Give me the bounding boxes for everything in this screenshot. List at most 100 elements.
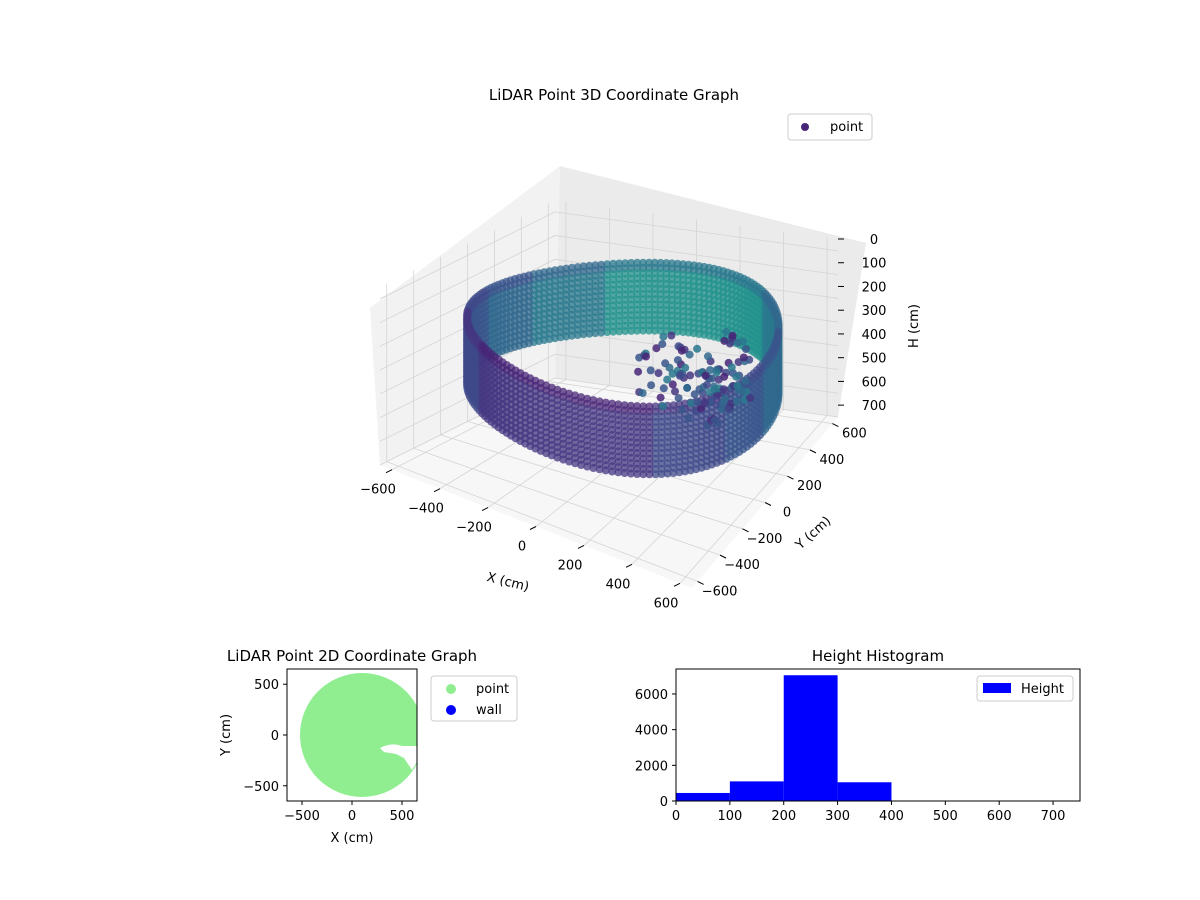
scan-point: [741, 376, 750, 385]
scan-point: [728, 331, 737, 340]
scan-point: [656, 393, 665, 402]
x-tick-label: 500: [933, 809, 958, 824]
scan-point: [577, 461, 586, 469]
scan-point: [639, 326, 648, 335]
x-tick-label: −400: [408, 502, 444, 517]
legend-label-wall: wall: [476, 703, 502, 718]
scan-point: [681, 363, 690, 372]
y-tick-label: −600: [702, 584, 738, 599]
scan-point: [739, 353, 748, 362]
scan-point: [725, 339, 734, 348]
x-tick-label: 300: [825, 809, 850, 824]
x-tick-mark: [673, 582, 681, 587]
scan-point: [669, 469, 678, 477]
legend-marker-point-2d: [446, 684, 456, 694]
histogram-bars: [676, 675, 892, 801]
scan-point: [724, 405, 732, 413]
scan-point: [663, 469, 672, 478]
y-tick-mark: [742, 528, 749, 533]
scan-point: [738, 337, 747, 346]
scan-point: [700, 398, 709, 407]
scan-point: [686, 371, 695, 380]
scan-point: [668, 380, 677, 389]
x-tick-label: 0: [672, 809, 680, 824]
scan-point: [650, 326, 659, 335]
histogram: Height Histogram 0 100 200 300 400 500 600 700 …: [635, 647, 1081, 824]
scan-point: [609, 327, 618, 336]
scan-point: [627, 326, 636, 335]
histogram-bar: [729, 781, 784, 801]
plot3d-legend-box: [787, 113, 873, 141]
scan-point: [638, 389, 647, 398]
x-tick-label: 0: [518, 540, 526, 555]
y-tick-label: 500: [254, 678, 279, 693]
z-tick-label: 700: [862, 399, 887, 414]
scan-point: [705, 388, 714, 397]
scan-point: [635, 353, 644, 362]
scan-point: [634, 367, 643, 376]
y-tick-mark: [832, 423, 839, 428]
scan-point: [675, 371, 684, 380]
z-tick-label: 100: [862, 257, 887, 272]
plot3d-x-ticks: −600 −400 −200 0 200 400 600: [360, 469, 681, 611]
y-tick-mark: [719, 554, 727, 559]
scan-point: [671, 387, 679, 396]
histogram-y-ticks: 0 2000 4000 6000: [635, 688, 676, 810]
scan-point: [732, 372, 741, 381]
plot-2d: LiDAR Point 2D Coordinate Graph −500 0 500…: [219, 647, 518, 846]
scan-point: [746, 394, 755, 403]
scan-point: [621, 327, 630, 336]
x-tick-label: 500: [390, 809, 415, 824]
z-tick-label: 600: [862, 375, 887, 390]
point-cloud: [463, 258, 783, 479]
plot2d-xlabel: X (cm): [331, 831, 374, 846]
plot3d-xlabel: X (cm): [485, 570, 530, 595]
z-tick-label: 0: [870, 233, 878, 248]
plot2d-ylabel: Y (cm): [219, 714, 234, 757]
scan-point: [663, 375, 672, 384]
scan-point: [658, 340, 667, 349]
plot2d-y-ticks: 500 0 −500: [243, 678, 287, 795]
x-tick-label: 400: [879, 809, 904, 824]
y-tick-mark: [764, 502, 772, 506]
scan-point: [718, 405, 726, 414]
histogram-legend: Height: [976, 675, 1074, 702]
scan-point: [734, 358, 743, 367]
scan-point: [647, 381, 656, 390]
y-tick-label: 200: [797, 479, 822, 494]
x-tick-mark: [433, 488, 441, 493]
scan-point: [591, 329, 600, 338]
x-tick-label: −600: [360, 483, 396, 498]
scan-point: [727, 363, 736, 372]
x-tick-mark: [625, 563, 633, 568]
z-tick-label: 500: [862, 352, 887, 367]
scan-point: [615, 327, 624, 336]
scan-point: [684, 414, 693, 423]
scan-point: [573, 331, 582, 339]
scan-point: [690, 390, 699, 399]
y-tick-label: 400: [820, 453, 845, 468]
scan-point: [673, 356, 682, 365]
x-tick-label: 600: [987, 809, 1012, 824]
scan-point: [603, 328, 612, 337]
scan-point: [571, 459, 580, 468]
scan-point: [665, 363, 674, 372]
scan-point: [654, 369, 663, 378]
scan-point: [659, 384, 668, 393]
y-tick-label: 2000: [635, 759, 668, 774]
histogram-bar: [783, 675, 838, 801]
histogram-x-ticks: 0 100 200 300 400 500 600 700: [672, 801, 1066, 824]
scan-point: [701, 371, 710, 380]
y-tick-label: 6000: [635, 688, 668, 703]
plot2d-x-ticks: −500 0 500: [284, 801, 414, 824]
scan-point: [712, 368, 721, 377]
plot2d-title: LiDAR Point 2D Coordinate Graph: [227, 647, 477, 665]
x-tick-label: 700: [1041, 809, 1066, 824]
y-tick-label: 0: [271, 729, 279, 744]
scan-point: [719, 398, 728, 407]
plot3d-zlabel: H (cm): [907, 304, 922, 348]
scan-point: [659, 332, 668, 341]
unscanned-region: [380, 744, 417, 770]
histogram-legend-box: [976, 675, 1074, 702]
grid-line-z: [379, 235, 839, 323]
